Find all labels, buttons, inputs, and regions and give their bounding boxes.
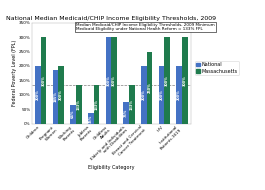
- Bar: [147, 51, 152, 124]
- Text: 300%: 300%: [165, 75, 169, 86]
- Legend: National, Massachusetts: National, Massachusetts: [195, 61, 239, 75]
- Text: 133%: 133%: [94, 99, 99, 110]
- Bar: [164, 37, 170, 124]
- Bar: [94, 85, 99, 124]
- Text: 185%: 185%: [54, 92, 58, 102]
- Bar: [53, 70, 58, 124]
- Bar: [123, 102, 129, 124]
- Text: 133%: 133%: [130, 99, 134, 110]
- Text: Median Medicaid/CHIP Income Eligibility Thresholds, 2009 Minimum
Medicaid Eligib: Median Medicaid/CHIP Income Eligibility …: [76, 23, 215, 31]
- Text: 75%: 75%: [124, 109, 128, 117]
- Text: 200%: 200%: [160, 89, 164, 100]
- Bar: [35, 66, 41, 124]
- X-axis label: Eligibility Category: Eligibility Category: [88, 165, 135, 170]
- Text: 64%: 64%: [71, 110, 75, 119]
- Bar: [129, 85, 135, 124]
- Text: 250%: 250%: [147, 82, 152, 93]
- Text: 300%: 300%: [107, 75, 111, 86]
- Bar: [111, 37, 117, 124]
- Bar: [76, 85, 82, 124]
- Bar: [159, 66, 164, 124]
- Text: 200%: 200%: [142, 89, 146, 100]
- Text: 133%: 133%: [77, 99, 81, 110]
- Text: 200%: 200%: [177, 89, 181, 100]
- Bar: [176, 66, 182, 124]
- Bar: [70, 105, 76, 124]
- Title: National Median Medicaid/CHIP Income Eligibility Thresholds, 2009: National Median Medicaid/CHIP Income Eli…: [6, 16, 216, 21]
- Bar: [182, 37, 188, 124]
- Text: 35%: 35%: [89, 114, 93, 123]
- Text: 200%: 200%: [59, 89, 63, 100]
- Text: 300%: 300%: [112, 75, 116, 86]
- Bar: [58, 66, 64, 124]
- Y-axis label: Federal Poverty Level (FPL): Federal Poverty Level (FPL): [12, 40, 17, 106]
- Text: 300%: 300%: [183, 75, 187, 86]
- Bar: [141, 66, 147, 124]
- Text: 200%: 200%: [36, 89, 40, 100]
- Bar: [41, 37, 46, 124]
- Text: 300%: 300%: [41, 75, 46, 86]
- Bar: [106, 37, 111, 124]
- Bar: [88, 113, 94, 124]
